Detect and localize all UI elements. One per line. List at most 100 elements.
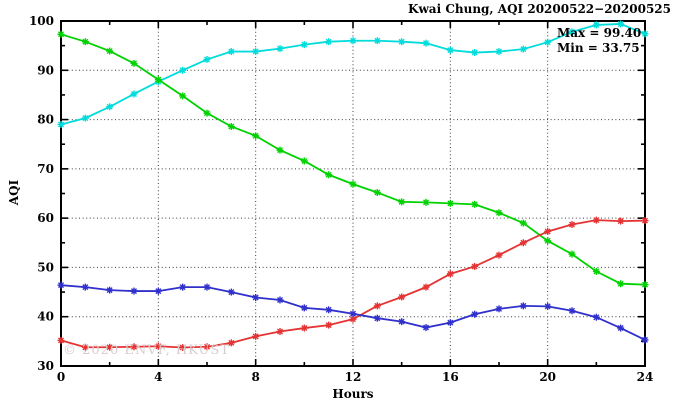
data-point-marker	[228, 289, 235, 296]
data-point-marker	[617, 280, 624, 287]
data-point-marker	[350, 37, 356, 44]
data-point-marker	[593, 314, 600, 321]
data-point-marker	[179, 284, 186, 291]
data-point-marker	[350, 181, 356, 188]
data-point-marker	[131, 60, 137, 67]
data-point-marker	[58, 121, 64, 128]
y-axis-title: AQI	[7, 179, 22, 206]
x-tick-label: 24	[637, 370, 654, 384]
data-point-marker	[398, 318, 405, 325]
data-point-marker	[617, 325, 624, 332]
data-point-marker	[617, 218, 624, 225]
data-point-marker	[252, 132, 259, 139]
data-point-marker	[325, 171, 332, 178]
data-point-marker	[642, 30, 648, 37]
data-point-marker	[228, 48, 235, 55]
data-point-marker	[131, 288, 137, 295]
data-point-marker	[398, 294, 405, 300]
data-point-marker	[155, 343, 162, 350]
data-point-marker	[131, 90, 137, 97]
data-point-marker	[642, 281, 648, 288]
data-point-marker	[423, 324, 429, 331]
data-point-marker	[471, 49, 478, 56]
data-point-marker	[82, 38, 89, 45]
legend-min-value: Min = 33.75	[557, 41, 640, 55]
data-point-marker	[423, 40, 429, 47]
data-point-marker	[301, 157, 308, 164]
data-point-marker	[471, 201, 478, 208]
y-tick-label: 70	[37, 162, 54, 176]
data-point-marker	[155, 76, 162, 83]
data-point-marker	[106, 344, 113, 351]
data-point-marker	[204, 110, 210, 117]
data-point-marker	[496, 48, 502, 55]
data-point-marker	[58, 282, 64, 289]
data-point-marker	[520, 46, 527, 53]
data-point-marker	[544, 237, 551, 244]
data-point-marker	[569, 28, 575, 35]
data-point-marker	[593, 217, 600, 224]
data-point-marker	[277, 296, 283, 303]
x-tick-label: 4	[154, 370, 162, 384]
y-tick-label: 60	[37, 211, 54, 225]
data-point-marker	[544, 228, 551, 235]
y-tick-label: 40	[37, 310, 54, 324]
y-tick-label: 80	[37, 113, 54, 127]
data-point-marker	[252, 48, 259, 55]
data-point-marker	[325, 38, 332, 45]
data-point-marker	[82, 115, 89, 122]
data-point-marker	[277, 147, 283, 154]
data-point-marker	[252, 294, 259, 301]
data-point-marker	[544, 39, 551, 46]
data-point-marker	[301, 41, 308, 48]
x-axis-title: Hours	[332, 387, 374, 401]
blue-series-markers	[57, 281, 649, 344]
data-point-marker	[350, 310, 356, 317]
data-point-marker	[374, 302, 381, 309]
data-point-marker	[447, 270, 454, 277]
data-point-marker	[325, 306, 332, 313]
data-point-marker	[58, 31, 64, 38]
cyan-series-markers	[57, 20, 649, 128]
data-point-marker	[447, 47, 454, 54]
data-point-marker	[569, 221, 575, 228]
data-point-marker	[374, 189, 381, 196]
data-point-marker	[398, 198, 405, 205]
data-point-marker	[58, 337, 64, 344]
data-point-marker	[520, 302, 527, 309]
y-tick-label: 30	[37, 359, 54, 373]
legend-max-value: Max = 99.40	[557, 26, 642, 40]
data-point-marker	[106, 48, 113, 55]
x-tick-label: 16	[442, 370, 459, 384]
data-point-marker	[106, 287, 113, 294]
data-point-marker	[374, 37, 381, 44]
data-point-marker	[252, 333, 259, 340]
data-point-marker	[447, 200, 454, 207]
data-point-marker	[204, 56, 210, 63]
data-point-marker	[155, 288, 162, 295]
x-tick-label: 12	[345, 370, 362, 384]
data-point-marker	[593, 21, 600, 28]
data-point-marker	[82, 344, 89, 351]
data-point-marker	[569, 307, 575, 314]
data-point-marker	[520, 220, 527, 227]
data-point-marker	[496, 252, 502, 259]
y-tick-label: 90	[37, 63, 54, 77]
y-tick-label: 50	[37, 260, 54, 274]
data-point-marker	[325, 322, 332, 329]
data-point-marker	[544, 303, 551, 310]
data-point-marker	[642, 336, 648, 343]
data-point-marker	[398, 38, 405, 45]
data-point-marker	[179, 67, 186, 74]
red-series-markers	[57, 216, 649, 352]
data-point-marker	[447, 319, 454, 326]
data-point-marker	[423, 284, 429, 291]
data-point-marker	[617, 20, 624, 27]
data-point-marker	[179, 92, 186, 99]
data-point-marker	[131, 343, 137, 350]
data-point-marker	[423, 199, 429, 206]
data-point-marker	[642, 217, 648, 224]
data-point-marker	[593, 268, 600, 275]
